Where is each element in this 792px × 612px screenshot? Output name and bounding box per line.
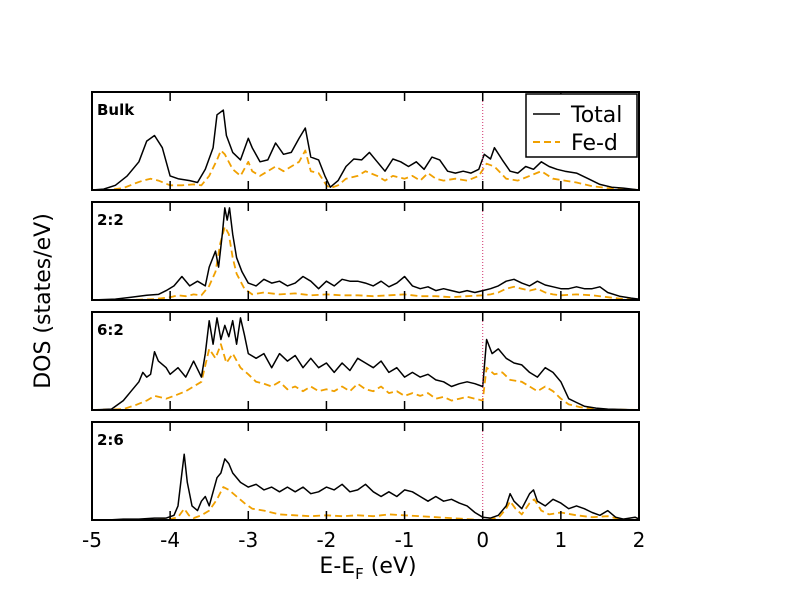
panel-6-2: 6:2: [91, 311, 640, 411]
x-tick-label: -3: [238, 528, 258, 552]
x-tick-label: 0: [476, 528, 489, 552]
x-axis-label: E-EF (eV): [319, 554, 416, 583]
legend-label-fed: Fe-d: [571, 131, 618, 156]
panel-label: 6:2: [97, 321, 124, 339]
series-line-total: [91, 317, 640, 411]
panels: Bulk 2:2 6:2 2:6: [91, 91, 640, 521]
series-line-total: [91, 109, 640, 191]
series-line-total: [91, 207, 640, 301]
panel-label: 2:6: [97, 431, 124, 449]
legend-label-total: Total: [570, 103, 622, 128]
panel-2-2: 2:2: [91, 201, 640, 301]
x-tick-labels: -5 -4 -3 -2 -1 0 1 2: [82, 528, 645, 552]
series-line-fed: [92, 225, 640, 301]
series-line-total: [92, 453, 640, 521]
panel-frame: [91, 201, 640, 301]
x-axis-label-subscript: F: [355, 565, 364, 583]
x-tick-label: -1: [395, 528, 415, 552]
panel-bulk: Bulk: [91, 91, 640, 191]
panel-frame: [91, 421, 640, 521]
panel-frame: [91, 91, 640, 191]
series-line-fed: [91, 343, 640, 411]
panel-label: Bulk: [97, 101, 135, 119]
panel-2-6: 2:6: [91, 421, 640, 521]
x-tick-label: -2: [316, 528, 336, 552]
panel-frame: [91, 311, 640, 411]
legend: Total Fe-d: [525, 93, 638, 158]
x-tick-label: 2: [633, 528, 646, 552]
series-line-fed: [92, 486, 640, 521]
panel-label: 2:2: [97, 211, 124, 229]
legend-box: [525, 93, 638, 158]
series-line-fed: [92, 149, 640, 191]
y-axis-label-group: DOS (states/eV): [31, 213, 56, 389]
x-axis-label-main: E-E: [319, 554, 355, 579]
x-axis-label-unit: (eV): [364, 554, 417, 579]
x-tick-label: 1: [554, 528, 567, 552]
x-tick-label: -4: [160, 528, 180, 552]
x-tick-label: -5: [82, 528, 102, 552]
y-axis-label: DOS (states/eV): [31, 213, 56, 389]
